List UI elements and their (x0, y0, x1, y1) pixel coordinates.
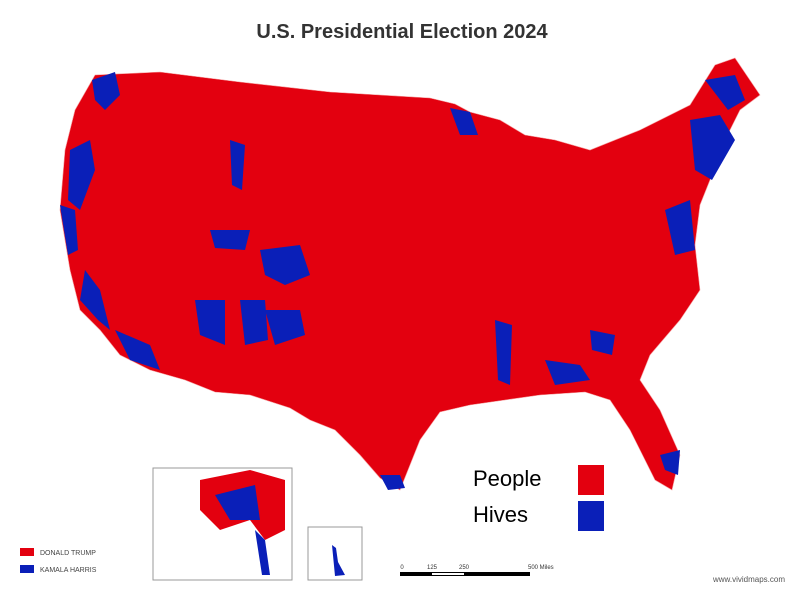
annotation-swatch (578, 501, 604, 531)
annotation-legend: People Hives (473, 465, 604, 531)
blue-regions (60, 72, 745, 490)
scale-label: 125 (427, 565, 438, 571)
legend: DONALD TRUMP KAMALA HARRIS (20, 548, 97, 574)
annotation-label: People (473, 466, 542, 491)
hawaii-inset (307, 526, 363, 581)
credit: www.vividmaps.com (712, 575, 785, 584)
legend-label: KAMALA HARRIS (40, 567, 97, 574)
alaska-inset (152, 467, 293, 581)
scale-label: 250 (459, 565, 470, 571)
legend-swatch (20, 565, 34, 573)
hawaii (332, 545, 345, 576)
scale-segment (432, 573, 464, 575)
alaska-blue (215, 485, 260, 520)
scale-label: 0 (400, 565, 404, 571)
legend-swatch (20, 548, 34, 556)
scale-bar: 0 125 250 500 Miles (400, 565, 554, 576)
scale-label: 500 Miles (528, 565, 554, 571)
us-mainland (59, 57, 761, 491)
alaska-panhandle (255, 530, 270, 575)
map-title: U.S. Presidential Election 2024 (256, 21, 548, 43)
scale-line (400, 572, 530, 576)
annotation-label: Hives (473, 502, 528, 527)
annotation-swatch (578, 465, 604, 495)
legend-label: DONALD TRUMP (40, 550, 96, 557)
